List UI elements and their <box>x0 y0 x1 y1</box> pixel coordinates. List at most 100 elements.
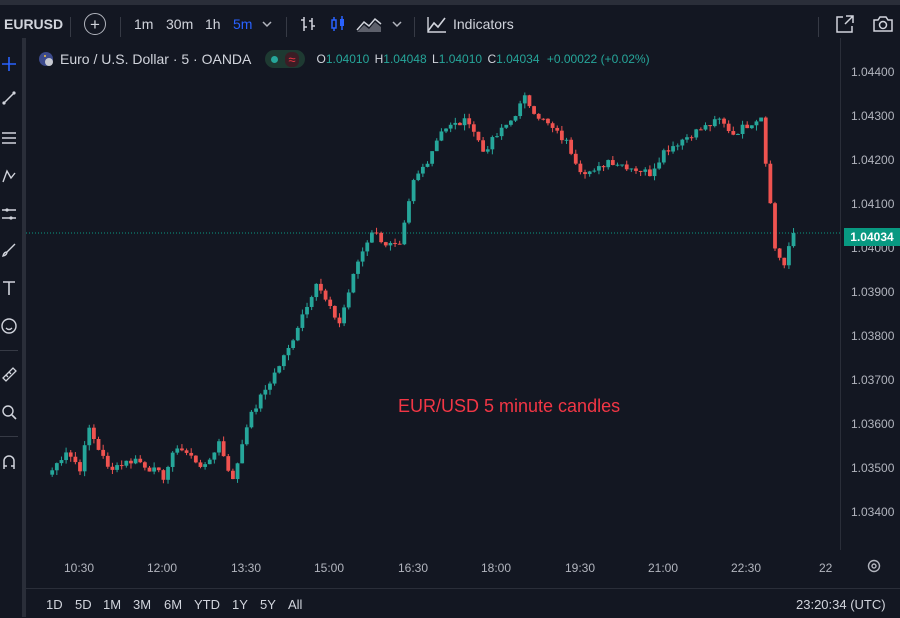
range-button-1d[interactable]: 1D <box>46 597 63 612</box>
brush-icon[interactable] <box>0 240 18 260</box>
candle <box>573 149 578 166</box>
settings-gear-icon[interactable] <box>866 558 882 579</box>
range-button-ytd[interactable]: YTD <box>194 597 220 612</box>
candle <box>782 257 787 269</box>
range-button-3m[interactable]: 3M <box>133 597 152 612</box>
ruler-icon[interactable] <box>0 364 18 384</box>
candle <box>648 165 652 177</box>
candle <box>624 160 629 172</box>
candle <box>300 309 305 332</box>
candle <box>332 305 337 320</box>
range-button-5y[interactable]: 5Y <box>260 597 276 612</box>
candle <box>583 169 587 179</box>
candle <box>532 105 536 115</box>
candle <box>763 116 768 167</box>
separator <box>414 17 415 37</box>
candle <box>314 283 319 301</box>
chart-annotation: EUR/USD 5 minute candles <box>398 396 621 416</box>
text-tool-icon[interactable] <box>0 278 18 298</box>
price-tick: 1.04300 <box>851 109 895 123</box>
camera-icon[interactable] <box>872 10 894 38</box>
bars-style-icon[interactable] <box>299 10 317 38</box>
candle <box>722 117 726 128</box>
zoom-icon[interactable] <box>0 402 18 422</box>
candle <box>342 304 346 327</box>
candle <box>50 467 55 477</box>
waves-icon: ≈ <box>285 51 299 67</box>
candle <box>105 452 110 469</box>
price-axis[interactable]: 1.04400 1.04300 1.04200 1.04100 1.04000 1.039… <box>840 38 900 550</box>
candle <box>499 124 504 140</box>
candle <box>258 393 263 412</box>
trendline-icon[interactable] <box>0 88 18 108</box>
chart-pane[interactable] <box>26 38 840 550</box>
candle <box>643 167 648 176</box>
candle <box>745 121 750 129</box>
candle <box>749 125 754 130</box>
utc-clock[interactable]: 23:20:34 (UTC) <box>796 597 886 612</box>
symbol-label: EURUSD <box>4 16 64 32</box>
interval-1h[interactable]: 1h <box>205 10 221 38</box>
area-style-icon[interactable] <box>356 10 382 38</box>
candle <box>536 113 541 121</box>
range-button-5d[interactable]: 5D <box>75 597 92 612</box>
candle <box>295 326 300 342</box>
candle <box>467 113 472 129</box>
candle <box>430 151 435 167</box>
price-tick: 1.03400 <box>851 505 895 519</box>
fullscreen-icon[interactable] <box>835 10 855 38</box>
candle <box>87 424 92 451</box>
chart-type-dropdown-icon[interactable] <box>392 10 402 38</box>
indicators-icon <box>427 15 447 33</box>
interval-dropdown-icon[interactable] <box>262 10 272 38</box>
interval-label: 1m <box>134 16 154 32</box>
candle <box>685 134 689 143</box>
candle <box>166 465 170 484</box>
candle <box>235 462 240 483</box>
interval-label: 30m <box>166 16 194 32</box>
candle <box>138 455 143 464</box>
change-value: +0.00022 (+0.02%) <box>546 52 650 66</box>
time-tick: 21:00 <box>648 561 679 575</box>
indicators-button[interactable]: Indicators <box>427 10 514 38</box>
candle <box>541 118 546 121</box>
fib-retracement-icon[interactable] <box>0 128 18 148</box>
interval-5m[interactable]: 5m <box>233 10 252 38</box>
time-axis[interactable]: 10:30 12:00 13:30 15:00 16:30 18:00 19:30 21:00… <box>26 550 900 588</box>
candle <box>754 119 759 131</box>
pattern-icon[interactable] <box>0 166 18 186</box>
crosshair-icon[interactable] <box>0 54 18 74</box>
candles-style-icon[interactable] <box>329 10 347 38</box>
symbol-search[interactable]: EURUSD <box>4 10 63 38</box>
candle <box>703 122 708 131</box>
open-value: 1.04010 <box>325 52 370 66</box>
range-button-1y[interactable]: 1Y <box>232 597 248 612</box>
range-button-1m[interactable]: 1M <box>103 597 122 612</box>
candle <box>272 368 277 386</box>
price-tick: 1.04400 <box>851 65 895 79</box>
interval-30m[interactable]: 30m <box>166 10 193 38</box>
high-value: 1.04048 <box>383 52 427 66</box>
emoji-icon[interactable] <box>0 316 18 336</box>
time-tick: 10:30 <box>64 561 95 575</box>
legend-title: Euro / U.S. Dollar · 5 · OANDA <box>60 51 252 67</box>
range-button-all[interactable]: All <box>288 597 303 612</box>
market-status-badge[interactable]: ≈ <box>265 50 305 68</box>
status-dot-icon <box>271 55 279 63</box>
candle <box>601 165 606 172</box>
candle <box>504 124 509 130</box>
prediction-icon[interactable] <box>0 204 18 224</box>
candle <box>147 465 152 472</box>
interval-label: 1h <box>205 16 221 32</box>
interval-1m[interactable]: 1m <box>134 10 153 38</box>
candle <box>119 460 124 470</box>
compare-plus-icon[interactable]: + <box>84 13 106 35</box>
separator <box>0 350 18 351</box>
magnet-icon[interactable] <box>0 452 18 472</box>
candle <box>425 161 430 168</box>
candle <box>217 438 221 456</box>
candle <box>388 241 393 251</box>
candle <box>569 137 574 156</box>
range-button-6m[interactable]: 6M <box>164 597 183 612</box>
candle <box>559 125 564 144</box>
